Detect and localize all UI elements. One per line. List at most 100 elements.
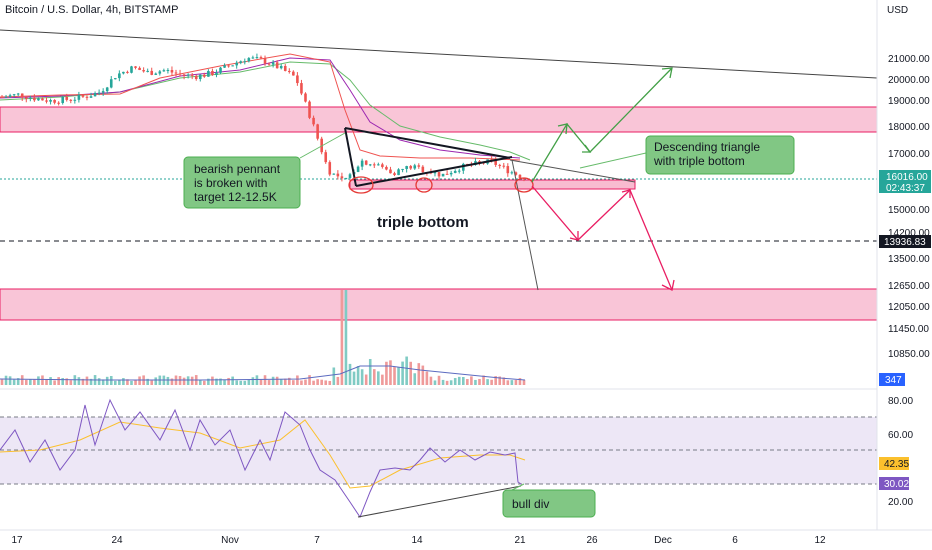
- candle-body: [207, 71, 210, 77]
- volume-bar: [114, 380, 117, 385]
- volume-bar: [211, 376, 214, 385]
- candle-body: [170, 70, 174, 73]
- volume-badge-value: 347: [885, 375, 902, 386]
- rsi-ma-badge-value: 30.02: [884, 479, 909, 490]
- volume-bar: [449, 380, 453, 385]
- candle-body: [389, 169, 392, 174]
- candle-body: [227, 65, 230, 67]
- price-tick: 17000.00: [888, 149, 930, 160]
- candle-body: [296, 75, 299, 84]
- volume-bar: [45, 379, 48, 385]
- volume-bar: [150, 380, 154, 385]
- candle-body: [73, 99, 77, 101]
- volume-bar: [29, 379, 32, 385]
- candle-body: [243, 61, 247, 63]
- candle-body: [462, 163, 465, 171]
- volume-bar: [368, 359, 372, 385]
- volume-bar: [12, 379, 16, 385]
- candle-body: [255, 57, 259, 59]
- volume-bar: [267, 380, 271, 385]
- bull-arrow-2: [582, 144, 592, 153]
- candle-body: [381, 164, 384, 167]
- pennant-line-2: is broken with: [194, 176, 267, 190]
- candle-body: [134, 66, 137, 68]
- volume-bar: [20, 375, 24, 385]
- candle-body: [223, 65, 226, 68]
- volume-bar: [146, 378, 149, 385]
- volume-bar: [275, 376, 279, 385]
- volume-bar: [385, 361, 388, 385]
- volume-bar: [397, 367, 400, 385]
- volume-bar: [271, 376, 275, 385]
- volume-bar: [49, 377, 52, 385]
- volume-bar: [401, 361, 404, 385]
- volume-bar: [494, 376, 497, 385]
- price-tick: 21000.00: [888, 54, 930, 65]
- candle-body: [360, 160, 364, 167]
- volume-bar: [522, 379, 526, 385]
- bear-arrow-3: [661, 279, 675, 291]
- volume-bar: [69, 380, 73, 385]
- rsi-divergence-line: [357, 485, 522, 518]
- volume-bar: [296, 375, 299, 385]
- price-tick: 14200.00: [888, 228, 930, 239]
- volume-bar: [502, 377, 506, 385]
- volume-bar: [498, 376, 502, 385]
- volume-bar: [462, 377, 465, 385]
- time-tick: 14: [411, 535, 423, 546]
- price-tick: 20000.00: [888, 75, 930, 86]
- volume-bar: [259, 379, 263, 385]
- candle-body: [385, 166, 388, 170]
- candle-body: [203, 74, 206, 77]
- volume-bar: [486, 379, 489, 385]
- triple-bottom-label: triple bottom: [377, 214, 469, 231]
- candle-body: [49, 99, 52, 102]
- volume-bar: [243, 380, 247, 385]
- bull-path: [531, 67, 673, 183]
- time-tick: 7: [314, 535, 320, 546]
- candle-body: [65, 96, 69, 100]
- candle-body: [239, 61, 243, 63]
- candle-body: [441, 173, 445, 177]
- candle-body: [300, 83, 303, 94]
- price-tick: 13500.00: [888, 254, 930, 265]
- volume-bar: [421, 365, 425, 385]
- rsi-tick: 20.00: [888, 497, 913, 508]
- time-tick: 6: [732, 535, 738, 546]
- volume-bar: [57, 377, 60, 385]
- volume-bar: [393, 367, 396, 385]
- volume-bar: [263, 375, 267, 385]
- triangle-lower: [355, 156, 513, 187]
- candle-body: [372, 164, 376, 166]
- volume-bar: [356, 366, 360, 385]
- volume-bar: [219, 378, 222, 385]
- volume-bar: [474, 379, 477, 385]
- candle-body: [510, 172, 514, 174]
- candle-body: [33, 97, 36, 101]
- volume-bar: [89, 378, 93, 385]
- time-tick: 17: [11, 535, 23, 546]
- candle-body: [85, 96, 89, 98]
- candle-body: [61, 96, 64, 103]
- candle-body: [348, 174, 352, 178]
- candle-body: [377, 164, 380, 166]
- price-badge: [879, 170, 931, 193]
- volume-bar: [61, 378, 64, 385]
- volume-bar: [85, 376, 89, 385]
- pennant-lower: [344, 127, 357, 187]
- candle-body: [186, 74, 190, 76]
- volume-bar: [186, 376, 190, 385]
- candle-body: [114, 78, 117, 80]
- volume-bar: [332, 367, 336, 385]
- candle-body: [405, 166, 408, 169]
- volume-bar: [97, 378, 101, 385]
- candle-body: [118, 73, 121, 79]
- candle-body: [292, 71, 295, 76]
- candle-body: [190, 74, 194, 76]
- pennant-upper: [344, 127, 511, 159]
- candle-body: [514, 172, 518, 175]
- candle-body: [122, 71, 125, 74]
- candle-body: [89, 96, 93, 98]
- bull-arrow-1: [557, 123, 568, 135]
